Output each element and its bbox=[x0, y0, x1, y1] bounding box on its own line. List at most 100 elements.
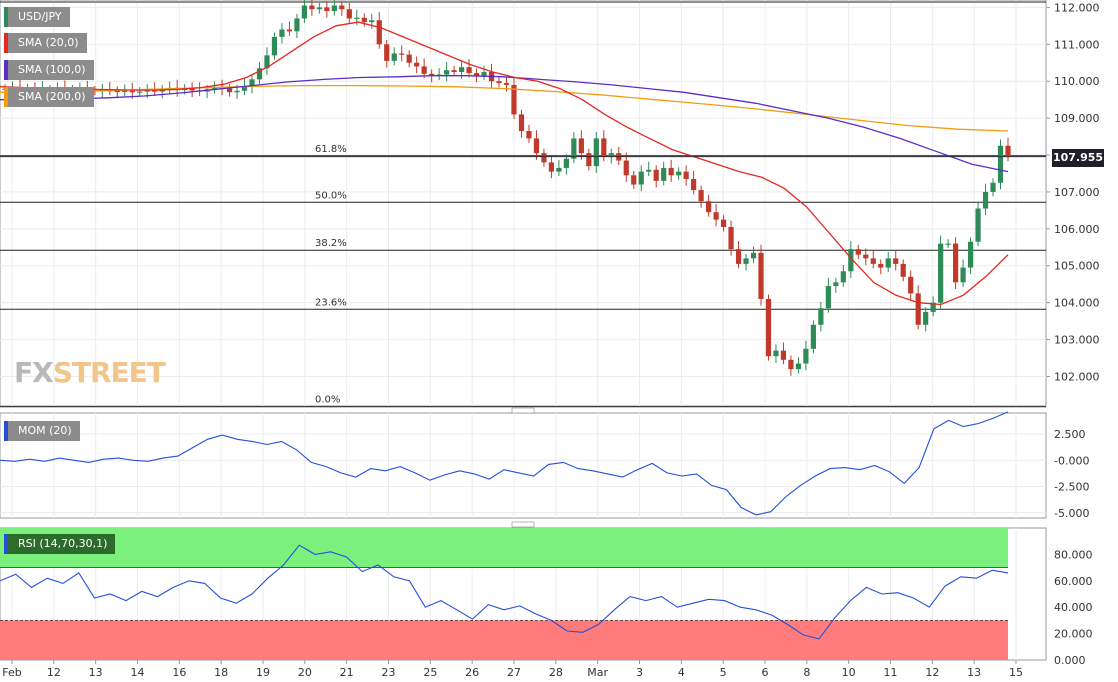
legend-usdjpy-label: USD/JPY bbox=[18, 10, 62, 23]
candle-body bbox=[788, 359, 794, 370]
price-tick-label: 102.000 bbox=[1054, 370, 1100, 383]
candle-body bbox=[825, 286, 831, 309]
candle-body bbox=[705, 201, 712, 213]
candle-body bbox=[638, 171, 644, 185]
candle-body bbox=[122, 90, 128, 92]
date-tick-label: 20 bbox=[298, 666, 312, 679]
candle-body bbox=[713, 212, 719, 220]
date-tick-label: 13 bbox=[89, 666, 103, 679]
price-tick-label: 104.000 bbox=[1054, 297, 1100, 310]
candle-body bbox=[354, 17, 360, 19]
price-tick-label: 109.000 bbox=[1054, 112, 1100, 125]
candle-body bbox=[833, 282, 839, 287]
momentum-tick-label: -2.500 bbox=[1054, 481, 1089, 494]
candle-body bbox=[923, 311, 929, 325]
candle-body bbox=[556, 167, 562, 172]
candle-body bbox=[885, 258, 891, 268]
candle-body bbox=[608, 153, 614, 157]
candle-body bbox=[930, 302, 936, 312]
date-tick-label: 11 bbox=[884, 666, 898, 679]
candle-body bbox=[518, 114, 525, 132]
candle-body bbox=[369, 20, 375, 23]
candle-body bbox=[915, 293, 921, 325]
legend-momentum[interactable]: MOM (20) bbox=[4, 421, 80, 441]
fib-label: 50.0% bbox=[315, 190, 347, 201]
date-tick-label: 8 bbox=[803, 666, 810, 679]
rsi-tick-label: 40.000 bbox=[1054, 601, 1093, 614]
legend-rsi[interactable]: RSI (14,70,30,1) bbox=[4, 534, 116, 554]
date-tick-label: Feb bbox=[2, 666, 21, 679]
momentum-tick-label: 2.500 bbox=[1054, 428, 1086, 441]
candle-body bbox=[264, 55, 270, 69]
legend-sma200[interactable]: SMA (200,0) bbox=[4, 87, 94, 107]
rsi-oversold-zone bbox=[0, 620, 1008, 660]
candle-body bbox=[960, 267, 966, 283]
last-price-tag: 107.955 bbox=[1052, 149, 1104, 167]
candle-body bbox=[593, 138, 599, 167]
candle-body bbox=[728, 226, 734, 250]
date-tick-label: 14 bbox=[131, 666, 145, 679]
candle-body bbox=[818, 308, 824, 325]
candle-body bbox=[735, 249, 742, 264]
candle-body bbox=[855, 249, 861, 255]
candle-body bbox=[361, 17, 367, 23]
candle-body bbox=[631, 175, 637, 185]
candle-body bbox=[481, 71, 487, 76]
candle-body bbox=[548, 162, 555, 172]
date-tick-label: 19 bbox=[256, 666, 270, 679]
date-tick-label: 3 bbox=[636, 666, 643, 679]
candle-body bbox=[137, 91, 143, 93]
date-tick-label: 16 bbox=[172, 666, 186, 679]
candle-body bbox=[878, 263, 884, 268]
momentum-tick-label: -0.000 bbox=[1054, 454, 1089, 467]
candle-body bbox=[586, 153, 592, 167]
candle-body bbox=[339, 5, 345, 10]
date-tick-label: 6 bbox=[762, 666, 769, 679]
candle-body bbox=[750, 252, 757, 259]
fib-label: 23.6% bbox=[315, 297, 347, 308]
legend-usdjpy[interactable]: USD/JPY bbox=[4, 7, 70, 27]
candle-body bbox=[376, 20, 382, 45]
candle-body bbox=[601, 138, 607, 157]
candle-body bbox=[429, 73, 435, 76]
panel-resize-handle-1 bbox=[511, 521, 535, 528]
legend-sma100[interactable]: SMA (100,0) bbox=[4, 60, 94, 80]
candle-body bbox=[720, 219, 727, 227]
candle-body bbox=[391, 53, 397, 61]
price-tick-label: 112.000 bbox=[1054, 1, 1100, 14]
candle-body bbox=[773, 350, 779, 357]
candle-body bbox=[661, 167, 667, 181]
candle-body bbox=[953, 243, 959, 283]
candle-body bbox=[653, 169, 659, 181]
candle-body bbox=[458, 67, 465, 72]
price-tick-label: 110.000 bbox=[1054, 75, 1100, 88]
candle-body bbox=[765, 298, 772, 357]
legend-sma20[interactable]: SMA (20,0) bbox=[4, 33, 87, 53]
fxstreet-logo: FXSTREET bbox=[14, 356, 166, 389]
candle-body bbox=[346, 9, 352, 19]
candle-body bbox=[676, 171, 682, 176]
date-tick-label: 13 bbox=[967, 666, 981, 679]
candle-body bbox=[698, 190, 704, 202]
rsi-tick-label: 0.000 bbox=[1054, 654, 1086, 667]
date-tick-label: 23 bbox=[382, 666, 396, 679]
candle-body bbox=[152, 90, 158, 92]
candle-body bbox=[848, 249, 854, 272]
legend-sma200-label: SMA (200,0) bbox=[18, 90, 86, 103]
legend-sma20-label: SMA (20,0) bbox=[18, 36, 79, 49]
candle-body bbox=[421, 66, 427, 74]
candle-body bbox=[623, 160, 629, 176]
candle-body bbox=[286, 29, 293, 32]
candle-body bbox=[780, 350, 787, 360]
candle-body bbox=[226, 88, 233, 93]
candle-body bbox=[945, 243, 951, 245]
panel-resize-handle-0 bbox=[511, 407, 535, 414]
legend-momentum-label: MOM (20) bbox=[18, 424, 72, 437]
candle-body bbox=[384, 44, 390, 61]
candle-body bbox=[758, 252, 764, 299]
candle-body bbox=[129, 90, 135, 93]
candle-body bbox=[324, 7, 330, 12]
candle-body bbox=[414, 62, 420, 67]
candle-body bbox=[503, 83, 510, 85]
price-tick-label: 111.000 bbox=[1054, 38, 1100, 51]
